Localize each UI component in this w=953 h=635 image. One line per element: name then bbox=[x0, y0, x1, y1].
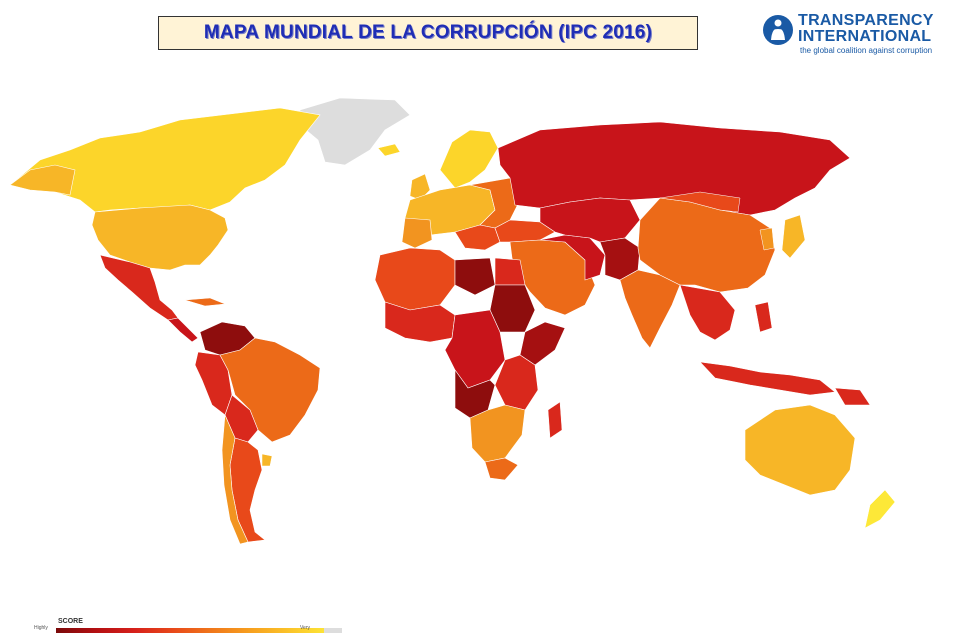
central-america bbox=[167, 317, 199, 343]
globe-people-icon bbox=[763, 15, 793, 45]
japan bbox=[781, 214, 806, 259]
libya bbox=[454, 257, 496, 296]
legend-low-label: Highly bbox=[34, 625, 48, 631]
new-zealand bbox=[864, 489, 896, 529]
mongolia bbox=[659, 191, 741, 213]
south-africa bbox=[484, 457, 519, 481]
east-africa bbox=[494, 354, 539, 411]
usa bbox=[91, 204, 229, 271]
canada bbox=[9, 107, 321, 213]
turkey bbox=[494, 219, 556, 243]
cuba bbox=[184, 297, 226, 307]
transparency-international-logo: TRANSPARENCY INTERNATIONAL the global co… bbox=[762, 12, 947, 57]
world-map-svg bbox=[9, 97, 896, 545]
papua bbox=[834, 387, 871, 406]
iceland bbox=[377, 143, 401, 157]
philippines bbox=[754, 301, 773, 333]
legend-color-scale bbox=[56, 628, 330, 633]
chile bbox=[221, 414, 249, 545]
alaska bbox=[9, 164, 76, 196]
angola-drc bbox=[454, 369, 496, 419]
legend-high-label: Very bbox=[300, 625, 311, 631]
russia bbox=[497, 121, 851, 216]
page-title: MAPA MUNDIAL DE LA CORRUPCIÓN (IPC 2016) bbox=[203, 22, 653, 43]
madagascar bbox=[547, 401, 563, 439]
brazil bbox=[219, 337, 321, 443]
world-map bbox=[0, 70, 953, 610]
greenland bbox=[299, 97, 411, 166]
southern-africa bbox=[469, 404, 526, 463]
korea bbox=[759, 227, 775, 251]
australia bbox=[744, 404, 856, 496]
logo-line1: TRANSPARENCY bbox=[798, 12, 934, 29]
legend-title: SCORE bbox=[58, 618, 83, 625]
india bbox=[619, 269, 681, 349]
logo-line2: INTERNATIONAL bbox=[798, 28, 932, 45]
logo-tagline: the global coalition against corruption bbox=[800, 46, 933, 55]
score-legend: SCORE Highly Very bbox=[34, 616, 354, 634]
title-box: MAPA MUNDIAL DE LA CORRUPCIÓN (IPC 2016) bbox=[158, 16, 698, 50]
indonesia bbox=[699, 361, 836, 396]
southeast-asia bbox=[679, 284, 736, 341]
iberia bbox=[401, 217, 433, 249]
north-africa-west bbox=[374, 247, 456, 311]
legend-no-data-swatch bbox=[324, 628, 342, 633]
uruguay bbox=[261, 453, 273, 467]
scandinavia bbox=[439, 129, 499, 189]
egypt bbox=[494, 257, 526, 286]
